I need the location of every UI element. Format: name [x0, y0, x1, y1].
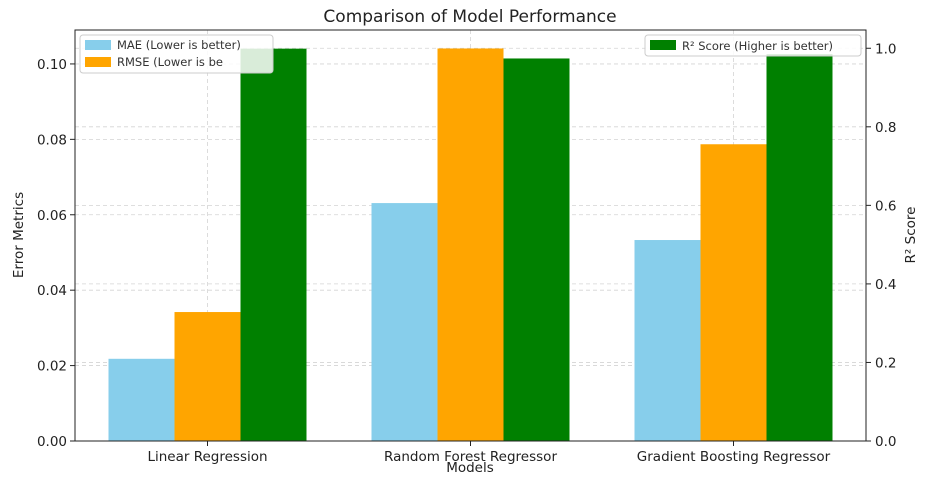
legend-right: R² Score (Higher is better): [644, 34, 862, 57]
legend-right-box: [644, 34, 862, 57]
x-axis-label: Models: [446, 460, 494, 476]
y2-tick-label: 0.0: [875, 434, 896, 450]
bar-mae-1: [108, 358, 175, 441]
chart-title: Comparison of Model Performance: [323, 7, 616, 27]
legend-left: MAE (Lower is better) RMSE (Lower is be: [79, 34, 274, 74]
y2-tick-label: 0.4: [875, 277, 896, 293]
y2-tick-label: 1.0: [875, 41, 896, 57]
bar-mae-3: [634, 240, 701, 441]
bar-r-1: [240, 48, 307, 442]
legend-label: R² Score (Higher is better): [682, 39, 833, 53]
x-tick-label: Gradient Boosting Regressor: [637, 449, 831, 465]
legend-left-box: [79, 34, 274, 74]
bar-rmse-2: [437, 48, 504, 442]
bar-rmse-1: [174, 312, 241, 441]
legend-label: MAE (Lower is better): [117, 38, 241, 52]
y-tick-label: 0.00: [37, 434, 67, 450]
y2-axis-label: R² Score: [903, 207, 919, 264]
y2-tick-label: 0.8: [875, 120, 896, 136]
y-tick-label: 0.04: [37, 283, 67, 299]
axis-layer: 0.00 0.02 0.04 0.06 0.08 0.10 0.0 0.2 0.4 0.6 0.8 1…: [37, 29, 896, 465]
bar-layer: [108, 48, 833, 442]
y-axis-label: Error Metrics: [11, 192, 27, 278]
y2-tick-label: 0.2: [875, 355, 896, 371]
legend-swatch: [650, 40, 676, 50]
y-tick-label: 0.06: [37, 208, 67, 224]
y-tick-label: 0.02: [37, 359, 67, 375]
x-tick-label: Linear Regression: [147, 449, 267, 465]
legend-label: RMSE (Lower is be: [117, 55, 223, 69]
bar-mae-2: [371, 203, 438, 441]
legend-layer: MAE (Lower is better) RMSE (Lower is be R²…: [79, 34, 862, 74]
y-tick-label: 0.08: [37, 132, 67, 148]
x-tick-label: Random Forest Regressor: [384, 449, 557, 465]
bar-r-2: [503, 58, 570, 442]
legend-swatch: [85, 57, 111, 67]
bar-rmse-3: [700, 144, 767, 441]
y2-tick-label: 0.6: [875, 198, 896, 214]
bar-r-3: [766, 54, 833, 441]
y-tick-label: 0.10: [37, 57, 67, 73]
legend-swatch: [85, 40, 111, 50]
